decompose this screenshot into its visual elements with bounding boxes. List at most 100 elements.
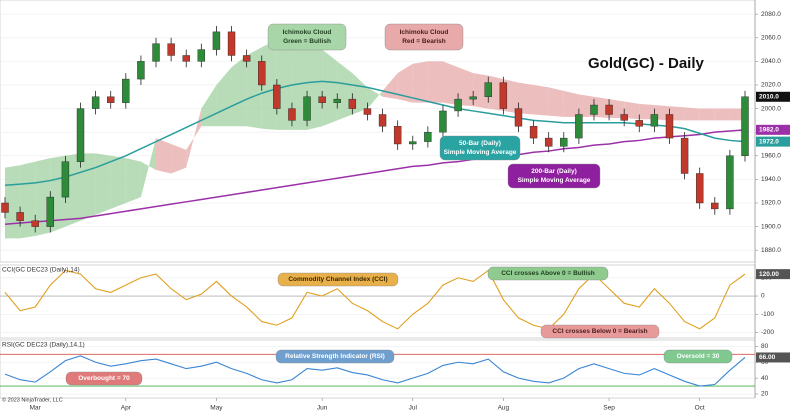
cloud-segment [276,40,292,130]
y-tick-label: 2000.0 [761,105,781,112]
cloud-segment [699,108,715,121]
cloud-segment [442,61,459,106]
candle-body [227,31,236,56]
candle-body [469,96,477,100]
y-tick-label: 2080.0 [761,11,781,18]
candle-body [378,114,387,127]
y-tick-label: -200 [761,329,774,336]
candle-body [529,126,538,139]
y-tick-label: 1900.0 [761,223,781,230]
cloud-segment [231,55,247,127]
candle-body [680,137,689,174]
annotation-box [507,163,601,189]
y-tick-label: 20 [761,391,769,398]
annotation-text: Commodity Channel Index (CCI) [288,276,387,283]
cloud-segment [427,61,443,103]
annotation-text: 50-Bar (Daily) [459,140,501,147]
x-tick-label: Apr [121,405,132,412]
annotation-box [65,371,143,386]
candle-body [288,108,296,121]
sma-200-line [4,129,746,225]
candle-body [575,114,583,139]
candle-body [273,84,281,109]
cloud-segment [80,153,96,221]
y-tick-label: 1960.0 [761,153,781,160]
candle-body [695,173,704,204]
x-tick-label: Aug [498,405,510,412]
candle-body [197,49,206,62]
candle-body [167,43,175,56]
candle-body [1,202,9,213]
copyright: © 2023 NinjaTrader, LLC [2,396,63,403]
cloud-segment [50,155,66,233]
annotation-text: Oversold = 30 [677,353,720,360]
cloud-segment [563,90,579,117]
cloud-segment [624,101,640,120]
cloud-segment [171,143,187,174]
cloud-segment [125,158,141,203]
x-tick-label: May [210,405,223,412]
price-marker [756,269,790,280]
cloud-segment [533,84,549,116]
cloud-segment [216,67,232,127]
candle-body [424,131,432,142]
sma-50-line [4,80,746,187]
annotation-text: Overbought = 70 [78,375,130,382]
candle-body [499,82,508,109]
cloud-segment [488,75,504,111]
candle-body [605,104,613,115]
price-marker-label: 120.00 [759,271,779,278]
cloud-segment [307,43,323,130]
cloud-segment [503,79,519,114]
y-tick-label: 2020.0 [761,82,781,89]
y-tick-label: 2060.0 [761,34,781,41]
y-tick-label: 1880.0 [761,247,781,254]
cloud-segment [397,63,413,103]
candle-body [409,141,417,145]
annotation-text: Ichimoku Cloud [400,29,449,36]
annotation-text: Green = Bullish [283,38,331,45]
y-tick-label: 40 [761,375,769,382]
cloud-segment [337,61,353,121]
y-tick-label: 0 [761,293,765,300]
cloud-segment [729,108,745,121]
candle-body [560,137,568,147]
candle-body [590,104,598,115]
cloud-segment [593,96,610,119]
candle-body [16,212,24,221]
cloud-segment [412,61,428,103]
candle-body [137,61,145,80]
cloud-segment [684,107,700,121]
candle-body [544,137,553,147]
cloud-segment [322,49,338,127]
panel-title: RSI(GC DEC23 (Daily),14,1) [2,342,85,349]
cloud-segment [654,105,670,121]
candle-body [152,43,160,62]
annotation-box [540,324,660,339]
candle-body [107,96,115,103]
candle-body [439,110,447,133]
candle-body [31,220,39,227]
price-marker-label: 2010.0 [759,93,779,100]
cloud-segment [246,47,262,129]
candle-body [454,98,462,112]
cloud-segment [352,73,368,115]
cloud-segment [261,40,277,130]
candle-body [741,96,749,156]
panel-frame [0,0,756,263]
cloud-segment [156,138,172,174]
candle-body [303,96,311,121]
rsi-line [4,355,746,387]
candle-body [318,96,326,103]
annotation-text: CCI crosses Below 0 = Bearish [552,328,647,335]
cloud-segment [548,87,564,117]
y-tick-label: 2040.0 [761,58,781,65]
y-tick-label: 80 [761,343,769,350]
x-tick-label: Mar [30,405,42,412]
x-tick-label: Jun [317,405,328,412]
candle-body [91,96,100,109]
cloud-segment [367,87,383,109]
cloud-segment [609,99,625,119]
annotation-text: Ichimoku Cloud [283,29,332,36]
